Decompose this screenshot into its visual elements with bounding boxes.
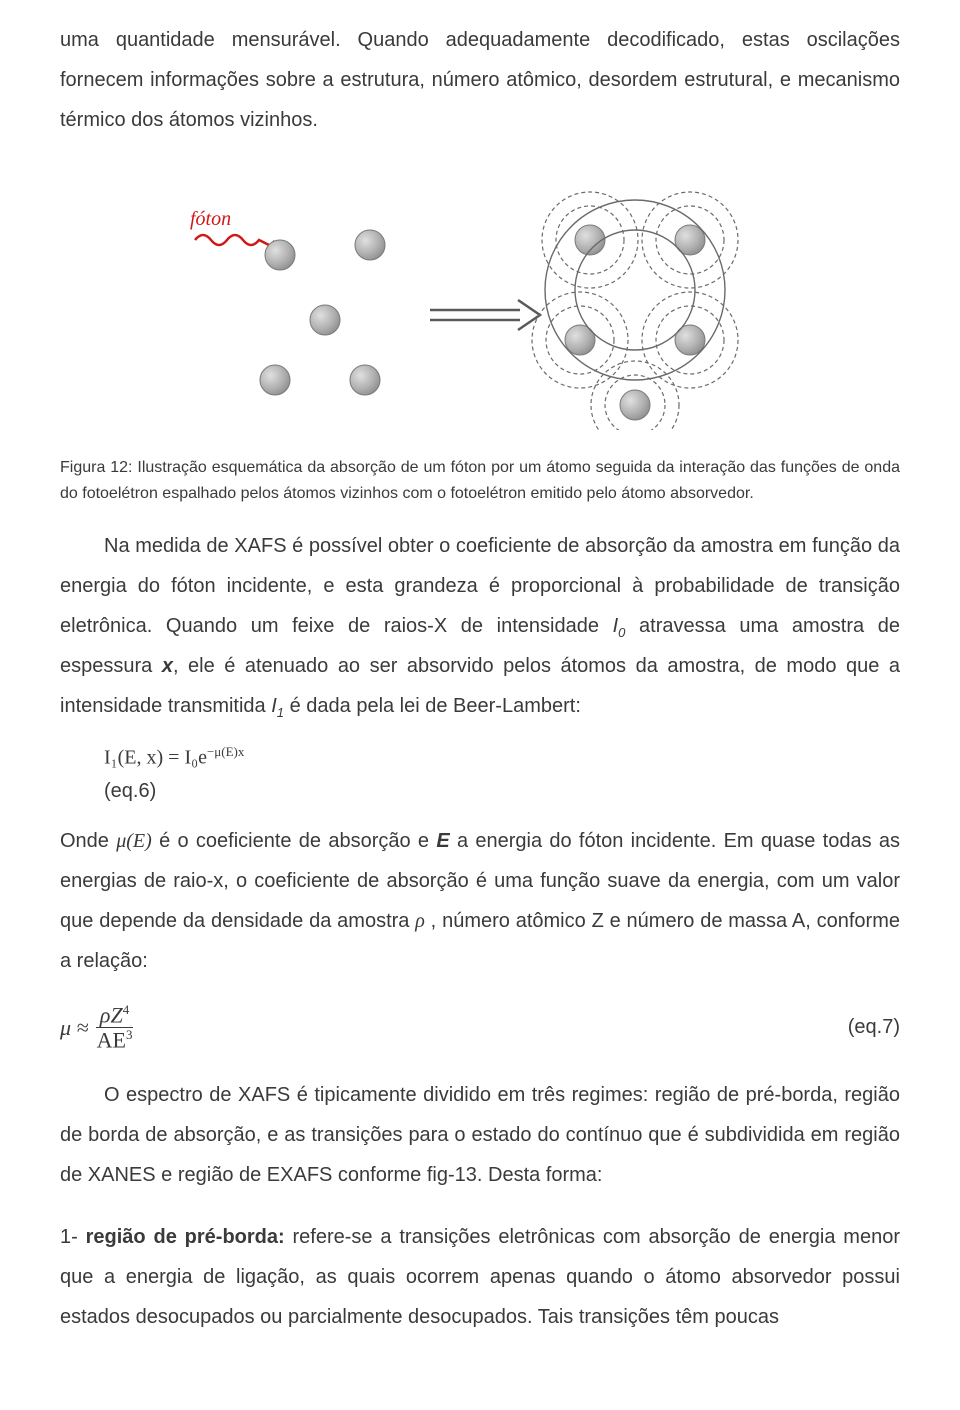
- paragraph-4: O espectro de XAFS é tipicamente dividid…: [60, 1075, 900, 1195]
- figure-12: fóton: [60, 170, 900, 430]
- eq7-num-exp: 4: [123, 1002, 130, 1017]
- I1-sub: 1: [277, 705, 284, 720]
- paragraph-2: Na medida de XAFS é possível obter o coe…: [60, 526, 900, 726]
- eq7-numerator: ρZ4: [96, 1003, 133, 1029]
- p3-text-a: Onde: [60, 830, 116, 852]
- li1-term: região de pré-borda:: [86, 1226, 285, 1248]
- symbol-x: x: [162, 655, 173, 677]
- equation-7-row: μ ≈ ρZ4 AE3 (eq.7): [60, 1003, 900, 1053]
- li1-prefix: 1-: [60, 1226, 86, 1248]
- p2-text-d: é dada pela lei de Beer-Lambert:: [284, 695, 581, 717]
- symbol-I1: I1: [271, 695, 284, 717]
- implication-arrow: [430, 300, 540, 330]
- left-atom-group: [260, 230, 385, 395]
- p3-text-b: é o coeficiente de absorção e: [152, 830, 437, 852]
- eq7-mu: μ ≈: [60, 1015, 89, 1041]
- symbol-rho: ρ: [415, 910, 425, 932]
- eq7-denominator: AE3: [93, 1028, 137, 1053]
- figure-12-svg: fóton: [160, 170, 800, 430]
- eq6-body: I₁(E, x) = I₀e: [104, 747, 207, 769]
- equation-7: μ ≈ ρZ4 AE3: [60, 1003, 140, 1053]
- document-page: uma quantidade mensurável. Quando adequa…: [0, 0, 960, 1377]
- eq7-den-base: AE: [97, 1028, 126, 1053]
- list-item-1: 1- região de pré-borda: refere-se a tran…: [60, 1217, 900, 1337]
- symbol-E: E: [436, 830, 449, 852]
- photon-wave: [195, 235, 269, 245]
- equation-6-label: (eq.6): [104, 780, 900, 803]
- foton-label: fóton: [190, 208, 231, 230]
- symbol-muE: μ(E): [116, 830, 152, 852]
- eq7-fraction: ρZ4 AE3: [93, 1003, 137, 1053]
- right-atom-group: [532, 192, 738, 430]
- equation-6: I₁(E, x) = I₀e−μ(E)x: [104, 744, 900, 770]
- paragraph-1: uma quantidade mensurável. Quando adequa…: [60, 20, 900, 140]
- symbol-I0: I0: [613, 615, 626, 637]
- paragraph-3: Onde μ(E) é o coeficiente de absorção e …: [60, 821, 900, 981]
- figure-12-caption: Figura 12: Ilustração esquemática da abs…: [60, 455, 900, 506]
- eq7-den-exp: 3: [126, 1027, 133, 1042]
- equation-7-label: (eq.7): [848, 1016, 900, 1039]
- eq6-exponent: −μ(E)x: [207, 744, 244, 759]
- eq7-num-base: ρZ: [100, 1002, 123, 1027]
